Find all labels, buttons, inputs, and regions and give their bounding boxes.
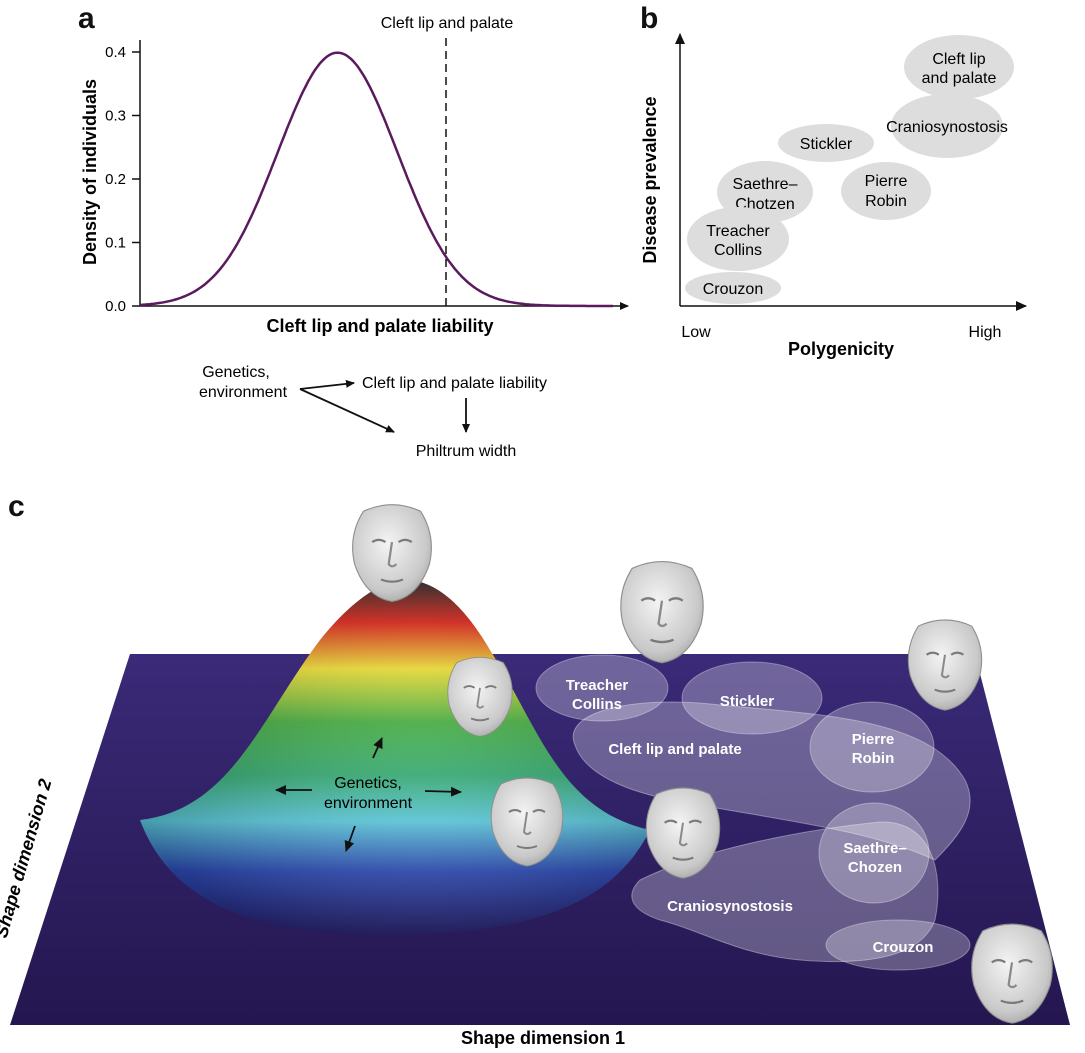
panel-b-chart: Disease prevalence Low High Polygenicity… [640,33,1027,359]
panel-a-ytick-label: 0.1 [105,235,126,252]
region-saethre-chozen [818,802,930,904]
face-icon-top-right [619,560,705,664]
bubble-treacher-collins: Treacher Collins [687,207,789,271]
threshold-label: Cleft lip and palate [381,15,514,32]
svg-text:Craniosynostosis: Craniosynostosis [886,119,1008,136]
bubble-cleft: Cleft lip and palate [904,35,1014,99]
center-label-line2: environment [324,795,413,812]
panel-b-x-low: Low [681,324,711,341]
svg-text:Robin: Robin [865,193,907,210]
panel-a-ytick-label: 0.2 [105,171,126,188]
bubble-crouzon: Crouzon [685,272,781,304]
panel-a-letter: a [78,2,95,35]
arrow-right [424,786,462,797]
region-label-cranio: Craniosynostosis [667,898,793,915]
bubble-stickler: Stickler [778,124,874,162]
panel-c-landscape: Treacher Collins Stickler Cleft lip and … [0,503,1070,1048]
region-label-pierre-2: Robin [852,750,895,767]
flow-source-line1: Genetics, [202,364,270,381]
panel-b-letter: b [640,2,659,35]
region-label-cleft: Cleft lip and palate [608,741,741,758]
svg-text:Cleft lip: Cleft lip [932,51,985,68]
region-pierre-robin [809,701,935,793]
panel-a-chart: 0.0 0.1 0.2 0.3 0.4 Cleft lip and palate Cle… [80,15,629,460]
panel-a-xlabel: Cleft lip and palate liability [266,316,493,336]
flow-arrow-to-philtrum [299,388,395,433]
svg-text:Crouzon: Crouzon [703,281,763,298]
region-treacher-collins [535,654,669,722]
svg-text:Saethre–: Saethre– [733,176,798,193]
svg-text:and palate: and palate [922,70,997,87]
arrow-down [344,825,356,852]
flow-target-liability: Cleft lip and palate liability [362,375,547,392]
center-label-line1: Genetics, [334,775,402,792]
flow-target-philtrum: Philtrum width [416,443,516,460]
region-label-treacher-1: Treacher [566,677,629,694]
region-label-saethre-2: Chozen [848,859,902,876]
region-label-saethre-1: Saethre– [843,840,906,857]
density-curve [139,51,613,308]
panel-a-ytick-label: 0.4 [105,44,126,61]
panel-c-xlabel: Shape dimension 1 [461,1028,625,1048]
panel-a-ytick-label: 0.3 [105,108,126,125]
svg-text:Treacher: Treacher [706,223,770,240]
arrow-up [372,737,383,759]
region-label-treacher-2: Collins [572,696,622,713]
region-label-stickler: Stickler [720,693,774,710]
panel-b-x-high: High [969,324,1002,341]
region-stickler [681,661,823,735]
svg-text:Stickler: Stickler [800,136,853,153]
panel-a-ytick-label: 0.0 [105,298,126,315]
panel-b-xlabel: Polygenicity [788,339,894,359]
svg-text:Pierre: Pierre [865,173,908,190]
panel-a-ylabel: Density of individuals [80,79,100,265]
bubble-craniosynostosis: Craniosynostosis [886,94,1008,158]
bubble-pierre-robin: Pierre Robin [841,162,931,220]
region-crouzon [825,919,971,971]
flow-source-line2: environment [199,384,288,401]
svg-text:Collins: Collins [714,242,762,259]
flow-arrow-to-liability [299,379,355,390]
region-label-crouzon: Crouzon [873,939,934,956]
region-label-pierre-1: Pierre [852,731,895,748]
panel-c-letter: c [8,490,25,523]
panel-b-ylabel: Disease prevalence [640,96,660,263]
